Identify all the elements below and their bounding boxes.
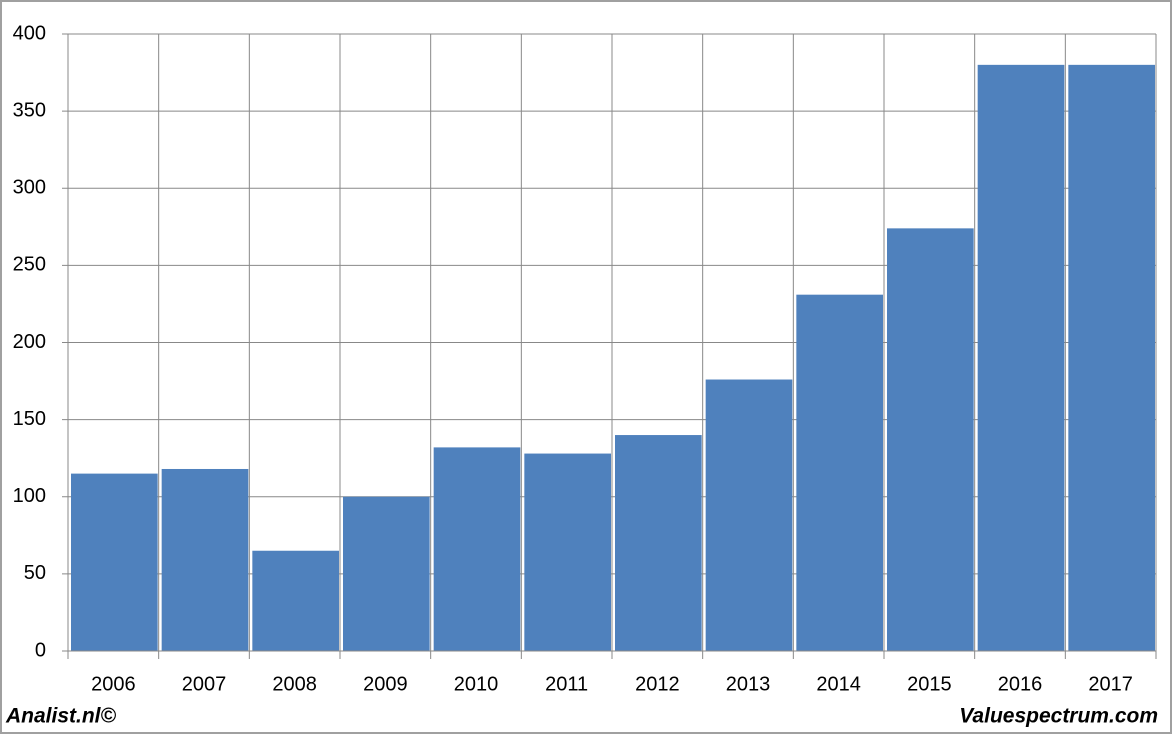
- x-tick-label: 2010: [454, 673, 499, 695]
- y-tick-label: 150: [13, 408, 46, 430]
- x-tick-label: 2009: [363, 673, 408, 695]
- footer-left: Analist.nl©: [5, 705, 117, 728]
- x-tick-label: 2015: [907, 673, 952, 695]
- y-tick-label: 0: [35, 639, 46, 661]
- bar: [524, 453, 611, 651]
- bar: [161, 468, 249, 651]
- y-tick-label: 250: [13, 254, 46, 276]
- x-tick-label: 2008: [272, 673, 317, 695]
- bar: [977, 64, 1065, 652]
- y-tick-label: 200: [13, 331, 46, 353]
- bar: [433, 447, 521, 651]
- bar: [887, 228, 974, 652]
- bar: [343, 496, 430, 651]
- x-tick-label: 2007: [182, 673, 227, 695]
- x-tick-label: 2012: [635, 673, 680, 695]
- y-tick-label: 100: [13, 485, 46, 507]
- bar: [705, 379, 793, 651]
- y-tick-label: 300: [13, 177, 46, 199]
- y-tick-label: 350: [13, 99, 46, 121]
- x-tick-label: 2006: [91, 673, 136, 695]
- x-tick-label: 2014: [816, 673, 861, 695]
- x-tick-label: 2013: [726, 673, 771, 695]
- bar: [615, 435, 702, 651]
- bar: [252, 550, 339, 651]
- footer-right: Valuespectrum.com: [959, 705, 1158, 728]
- x-tick-label: 2017: [1088, 673, 1133, 695]
- bar: [71, 473, 158, 651]
- y-tick-label: 50: [24, 562, 46, 584]
- bar: [1068, 64, 1155, 652]
- x-tick-label: 2011: [545, 673, 588, 695]
- y-tick-label: 400: [13, 22, 46, 44]
- bar: [796, 294, 883, 651]
- x-tick-label: 2016: [998, 673, 1043, 695]
